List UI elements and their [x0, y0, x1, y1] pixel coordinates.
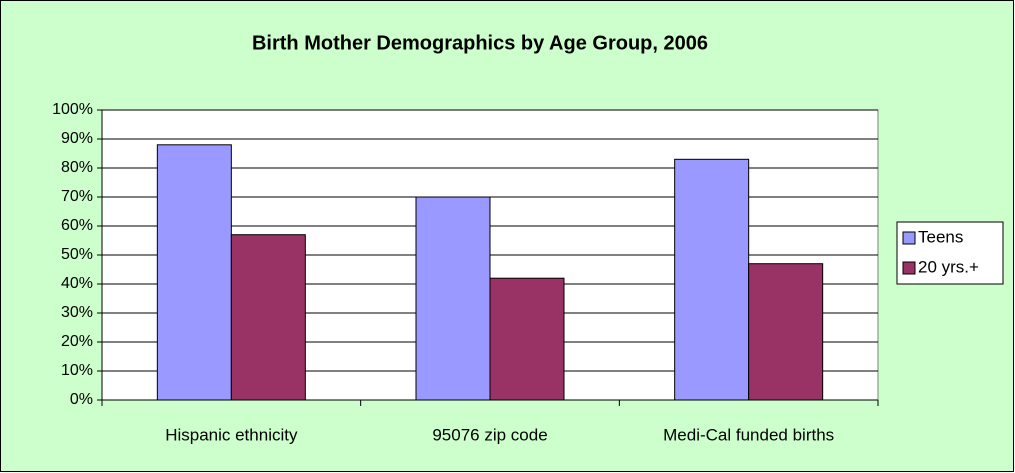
- y-tick-label: 20%: [61, 333, 93, 350]
- y-tick-label: 80%: [61, 159, 93, 176]
- y-tick-label: 100%: [52, 101, 93, 118]
- y-tick-label: 70%: [61, 188, 93, 205]
- bar: [748, 263, 824, 401]
- legend-label: 20 yrs.+: [918, 257, 979, 276]
- legend-label: Teens: [918, 227, 963, 246]
- bar: [230, 234, 306, 401]
- y-tick-label: 30%: [61, 304, 93, 321]
- bar: [415, 196, 491, 401]
- chart-title: Birth Mother Demographics by Age Group, …: [252, 32, 708, 54]
- legend-swatch: [902, 231, 916, 245]
- bar: [489, 277, 565, 401]
- x-tick-label: 95076 zip code: [432, 425, 547, 444]
- y-tick-label: 40%: [61, 275, 93, 292]
- y-tick-label: 10%: [61, 362, 93, 379]
- y-tick-label: 90%: [61, 130, 93, 147]
- bar: [674, 158, 750, 401]
- y-tick-label: 0%: [70, 391, 93, 408]
- x-tick-label: Hispanic ethnicity: [165, 425, 298, 444]
- bar: [156, 144, 232, 401]
- y-tick-label: 50%: [61, 246, 93, 263]
- y-tick-label: 60%: [61, 217, 93, 234]
- legend-swatch: [902, 261, 916, 275]
- x-tick-label: Medi-Cal funded births: [663, 425, 834, 444]
